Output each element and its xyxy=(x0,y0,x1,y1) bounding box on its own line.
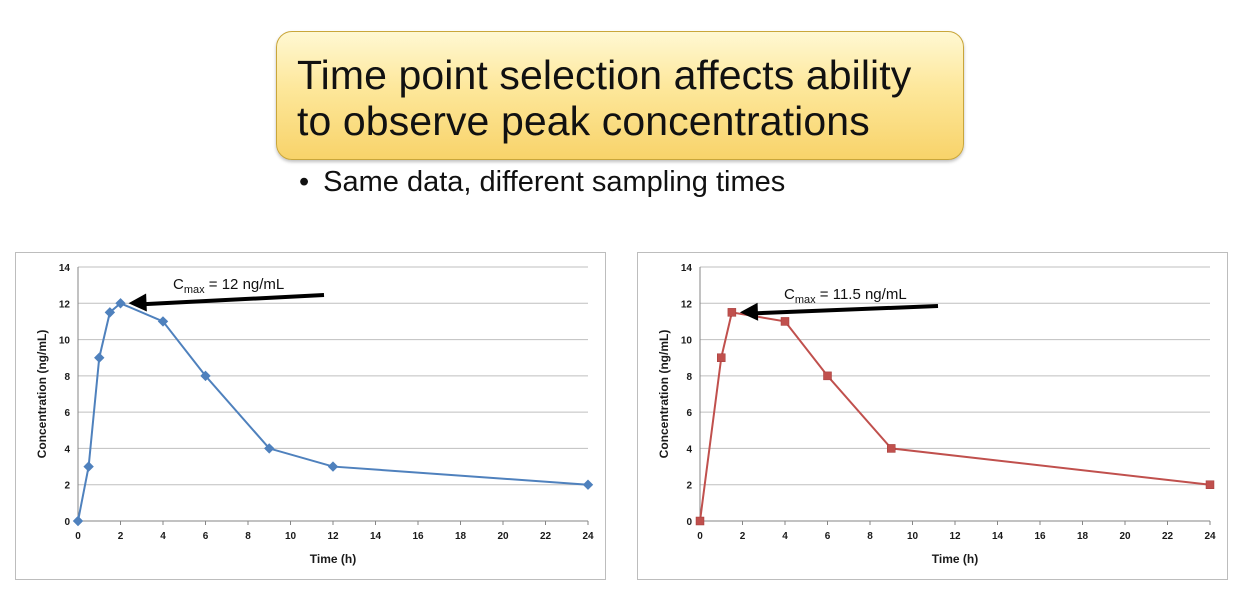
y-tick-label: 0 xyxy=(64,517,70,528)
data-point-marker xyxy=(83,461,94,472)
y-tick-label: 10 xyxy=(59,336,71,347)
slide-title: Time point selection affects ability to … xyxy=(297,52,912,144)
data-point-marker xyxy=(115,298,126,309)
x-tick-label: 4 xyxy=(160,531,166,542)
cmax-arrow-shaft xyxy=(753,304,939,316)
data-point-marker xyxy=(727,308,737,317)
data-point-marker xyxy=(200,370,211,382)
x-tick-label: 6 xyxy=(203,531,209,542)
x-tick-label: 14 xyxy=(370,531,382,542)
x-axis-title: Time (h) xyxy=(932,552,978,566)
x-tick-label: 18 xyxy=(455,531,467,542)
y-tick-label: 14 xyxy=(59,263,71,274)
y-axis-title: Concentration (ng/mL) xyxy=(35,330,49,459)
data-point-marker xyxy=(780,317,790,326)
x-tick-label: 22 xyxy=(540,531,552,542)
x-tick-label: 16 xyxy=(412,531,424,542)
x-tick-label: 8 xyxy=(867,531,873,542)
x-tick-label: 8 xyxy=(245,531,251,542)
x-tick-label: 12 xyxy=(949,531,961,542)
x-tick-label: 12 xyxy=(327,531,339,542)
cmax-label: Cmax = 12 ng/mL xyxy=(173,276,284,296)
x-tick-label: 4 xyxy=(782,531,788,542)
x-tick-label: 10 xyxy=(907,531,919,542)
y-tick-label: 4 xyxy=(64,444,70,455)
y-tick-label: 6 xyxy=(64,408,70,419)
data-point-marker xyxy=(823,371,832,381)
data-point-marker xyxy=(717,353,726,362)
data-point-marker xyxy=(94,352,105,363)
data-point-marker xyxy=(327,461,339,472)
data-point-marker xyxy=(695,516,705,526)
y-tick-label: 2 xyxy=(64,481,70,492)
y-tick-label: 14 xyxy=(681,263,693,274)
bullet-dot-icon: • xyxy=(299,166,310,198)
chart-left: 0 2 4 6 8 10 12 14 0 2 4 6 8 10 12 14 16 18 20 22 24 Time (h)… xyxy=(15,252,606,580)
cmax-label: Cmax = 11.5 ng/mL xyxy=(784,286,907,306)
x-axis-title: Time (h) xyxy=(310,552,356,566)
y-tick-label: 10 xyxy=(681,336,693,347)
chart-right: 0 2 4 6 8 10 12 14 0 2 4 6 8 10 12 14 16 18 20 22 24 Time (h)… xyxy=(637,252,1228,580)
x-tick-label: 2 xyxy=(740,531,746,542)
y-tick-label: 8 xyxy=(686,372,692,383)
y-tick-label: 12 xyxy=(59,299,71,310)
data-point-marker xyxy=(157,316,169,327)
data-point-marker xyxy=(887,444,896,453)
cmax-arrow-head xyxy=(739,302,759,321)
y-tick-label: 2 xyxy=(686,481,692,492)
x-tick-label: 2 xyxy=(118,531,124,542)
data-point-marker xyxy=(582,479,594,490)
y-tick-label: 12 xyxy=(681,299,693,310)
bullet-item: • Same data, different sampling times xyxy=(299,166,785,199)
cmax-arrow-shaft xyxy=(142,293,325,307)
data-point-marker xyxy=(1205,480,1215,489)
data-point-marker xyxy=(264,443,275,454)
y-tick-label: 0 xyxy=(686,517,692,528)
x-tick-label: 10 xyxy=(285,531,297,542)
y-tick-label: 4 xyxy=(686,444,692,455)
y-tick-label: 8 xyxy=(64,372,70,383)
x-tick-label: 22 xyxy=(1162,531,1174,542)
y-axis-title: Concentration (ng/mL) xyxy=(657,330,671,459)
slide-title-box: Time point selection affects ability to … xyxy=(276,31,964,160)
x-tick-label: 24 xyxy=(582,531,594,542)
x-tick-label: 0 xyxy=(697,531,703,542)
x-tick-label: 16 xyxy=(1034,531,1046,542)
x-tick-label: 24 xyxy=(1204,531,1216,542)
x-tick-label: 14 xyxy=(992,531,1004,542)
x-tick-label: 6 xyxy=(825,531,831,542)
series-line xyxy=(699,311,1211,522)
bullet-text: Same data, different sampling times xyxy=(323,166,786,198)
x-tick-label: 20 xyxy=(497,531,509,542)
data-point-marker xyxy=(72,515,84,527)
x-tick-label: 18 xyxy=(1077,531,1089,542)
y-tick-label: 6 xyxy=(686,408,692,419)
x-tick-label: 0 xyxy=(75,531,81,542)
x-tick-label: 20 xyxy=(1119,531,1131,542)
series-line xyxy=(77,302,589,522)
cmax-arrow-head xyxy=(128,293,147,312)
data-point-marker xyxy=(104,307,116,318)
